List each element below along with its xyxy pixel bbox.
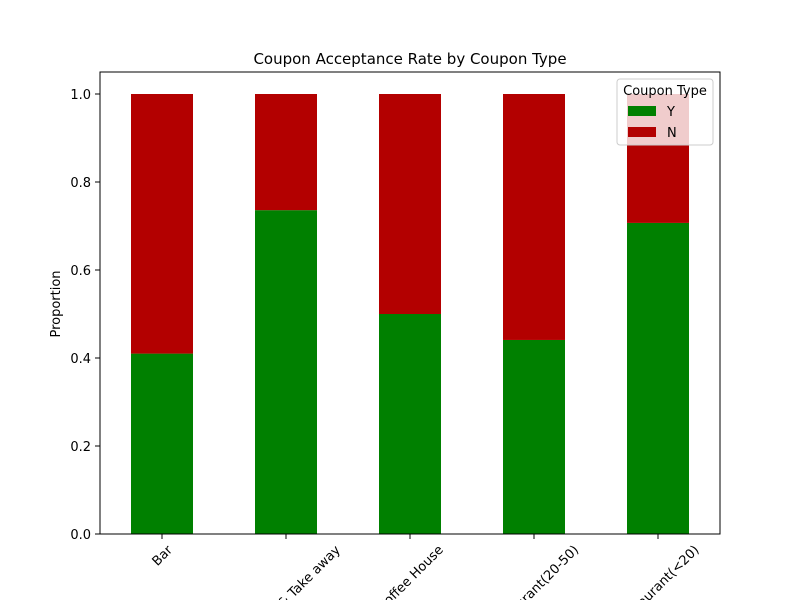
legend-title: Coupon Type (623, 84, 707, 99)
legend-label: N (667, 126, 677, 141)
bar-segment (255, 94, 317, 211)
x-tick-label: Restaurant(<20) (615, 543, 703, 600)
x-tick-label: Restaurant(20-50) (487, 543, 582, 600)
bar-segment (255, 210, 317, 534)
y-tick-label: 0.8 (70, 176, 91, 191)
bar-segment (503, 94, 565, 340)
y-tick-label: 1.0 (70, 88, 91, 103)
legend: Coupon Type YN (616, 78, 714, 146)
bar-segment (131, 353, 193, 534)
x-tick-label: Carry out & Take away (230, 543, 344, 600)
y-tick-label: 0.6 (70, 264, 91, 279)
bar-segment (131, 94, 193, 354)
legend-swatch (628, 106, 656, 116)
legend-swatch (628, 127, 656, 137)
y-tick-label: 0.2 (70, 440, 91, 455)
chart-title: Coupon Acceptance Rate by Coupon Type (253, 50, 566, 68)
y-tick-label: 0.4 (70, 352, 91, 367)
y-axis-label: Proportion (49, 270, 64, 337)
x-tick-label: Coffee House (375, 543, 447, 600)
legend-label: Y (666, 105, 675, 120)
bar-segment (379, 94, 441, 314)
axes-frame (99, 71, 721, 535)
x-tick-label: Bar (150, 543, 177, 570)
bar-segment (379, 314, 441, 534)
bar-segment (503, 339, 565, 534)
bar-segment (627, 222, 689, 535)
y-tick-label: 0.0 (70, 528, 91, 543)
